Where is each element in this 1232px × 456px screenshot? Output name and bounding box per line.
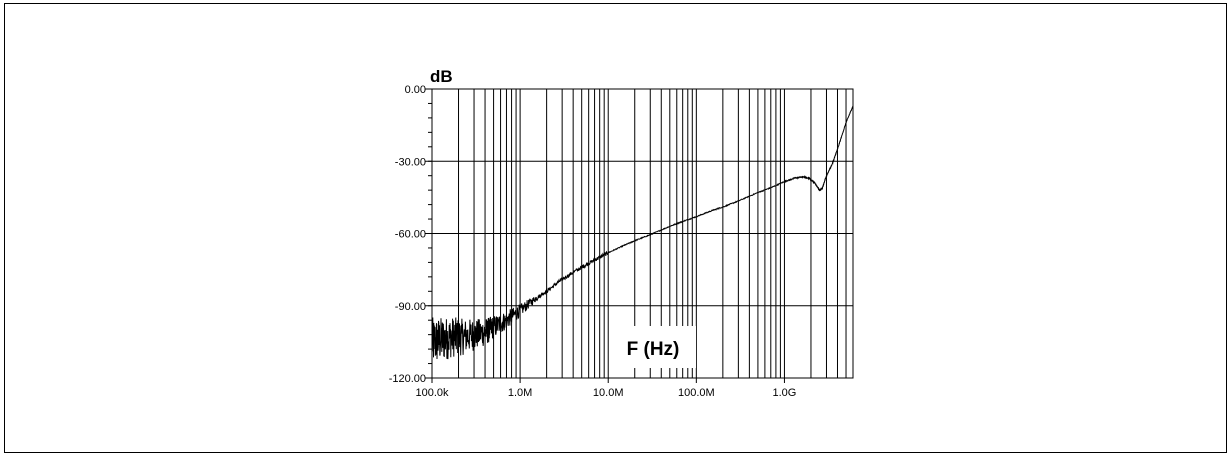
y-tick-label: -90.00 <box>395 301 426 313</box>
y-axis-label: dB <box>430 67 453 86</box>
series-line <box>431 105 854 360</box>
y-tick-label: -120.00 <box>389 373 426 385</box>
x-tick-label: 100.0k <box>415 387 449 399</box>
x-tick-label: 1.0G <box>773 387 797 399</box>
y-tick-label: -60.00 <box>395 229 426 241</box>
x-tick-label: 1.0M <box>508 387 532 399</box>
axis-ticks: 0.00 -30.00 -60.00 -90.00 -120.00 100.0k 1.0M 1… <box>389 84 797 399</box>
x-axis-label: F (Hz) <box>627 339 680 360</box>
x-tick-label: 100.0M <box>678 387 715 399</box>
y-tick-label: 0.00 <box>405 84 426 96</box>
x-tick-label: 10.0M <box>593 387 624 399</box>
y-tick-label: -30.00 <box>395 156 426 168</box>
grid <box>431 88 854 379</box>
series-layer <box>431 105 854 360</box>
x-axis-label-background <box>610 326 696 368</box>
